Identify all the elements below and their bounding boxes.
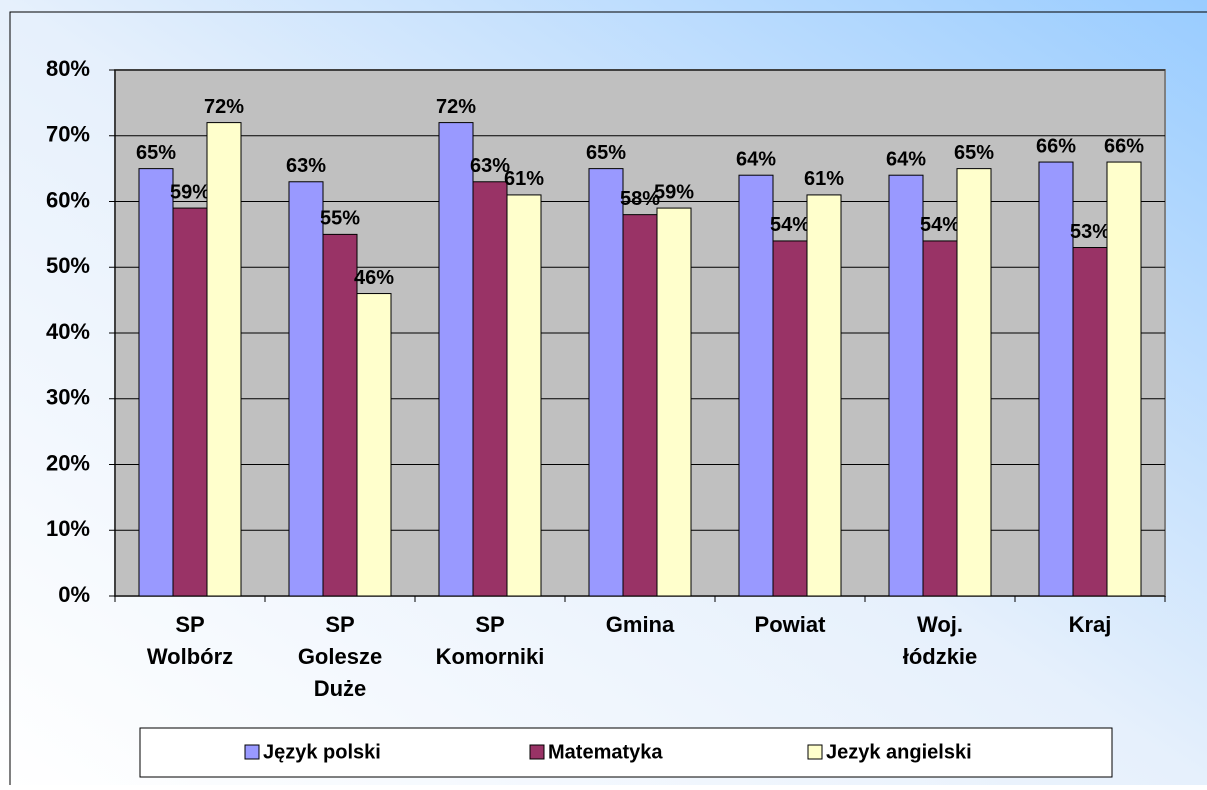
y-tick-label: 0% (58, 582, 90, 607)
bar (622, 214, 658, 597)
bar (322, 233, 358, 597)
data-label: 66% (1036, 135, 1076, 157)
frame (9, 11, 1207, 785)
bar (138, 168, 174, 597)
x-tick-label: SP (325, 612, 354, 637)
data-label: 61% (804, 168, 844, 190)
x-tick-label: Duże (314, 676, 367, 701)
legend-swatch (807, 744, 823, 760)
y-tick-label: 40% (46, 319, 90, 344)
x-tick-label: SP (175, 612, 204, 637)
data-label: 65% (954, 142, 994, 164)
legend-swatch (244, 744, 260, 760)
data-label: 65% (136, 142, 176, 164)
bar (772, 240, 808, 597)
y-tick-label: 60% (46, 187, 90, 212)
data-label: 66% (1104, 135, 1144, 157)
y-tick-label: 20% (46, 450, 90, 475)
y-tick-label: 70% (46, 122, 90, 147)
x-tick-label: Woj. (917, 612, 963, 637)
bar (1072, 247, 1108, 597)
data-label: 63% (470, 155, 510, 177)
bar (888, 174, 924, 597)
data-label: 46% (354, 267, 394, 289)
data-label: 54% (920, 214, 960, 236)
data-label: 72% (204, 96, 244, 118)
data-label: 63% (286, 155, 326, 177)
data-label: 59% (654, 181, 694, 203)
bar (172, 207, 208, 597)
data-label: 65% (586, 142, 626, 164)
x-tick-label: SP (475, 612, 504, 637)
data-label: 54% (770, 214, 810, 236)
y-tick-label: 30% (46, 385, 90, 410)
data-label: 61% (504, 168, 544, 190)
bar (1038, 161, 1074, 597)
bar (922, 240, 958, 597)
legend (139, 727, 1113, 778)
y-tick-label: 50% (46, 253, 90, 278)
bar (738, 174, 774, 597)
legend-label: Matematyka (548, 741, 663, 763)
bar (472, 181, 508, 597)
bar (806, 194, 842, 597)
legend-swatch (529, 744, 545, 760)
legend-label: Język polski (263, 741, 381, 763)
bar (356, 293, 392, 597)
data-label: 53% (1070, 221, 1110, 243)
y-tick-label: 10% (46, 516, 90, 541)
x-tick-label: Wolbórz (147, 644, 233, 669)
x-tick-label: łódzkie (903, 644, 978, 669)
data-label: 59% (170, 181, 210, 203)
x-tick-label: Komorniki (436, 644, 545, 669)
bar (206, 122, 242, 597)
data-label: 64% (886, 148, 926, 170)
data-label: 72% (436, 96, 476, 118)
x-tick-label: Golesze (298, 644, 382, 669)
data-label: 55% (320, 208, 360, 230)
bar (1106, 161, 1142, 597)
data-label: 64% (736, 148, 776, 170)
bar (506, 194, 542, 597)
bar (588, 168, 624, 597)
y-tick-label: 80% (46, 56, 90, 81)
bar (438, 122, 474, 597)
bar (956, 168, 992, 597)
data-label: 58% (620, 188, 660, 210)
x-tick-label: Kraj (1069, 612, 1112, 637)
x-tick-label: Gmina (606, 612, 675, 637)
bar (288, 181, 324, 597)
legend-label: Jezyk angielski (826, 741, 972, 763)
bar (656, 207, 692, 597)
x-tick-label: Powiat (755, 612, 827, 637)
